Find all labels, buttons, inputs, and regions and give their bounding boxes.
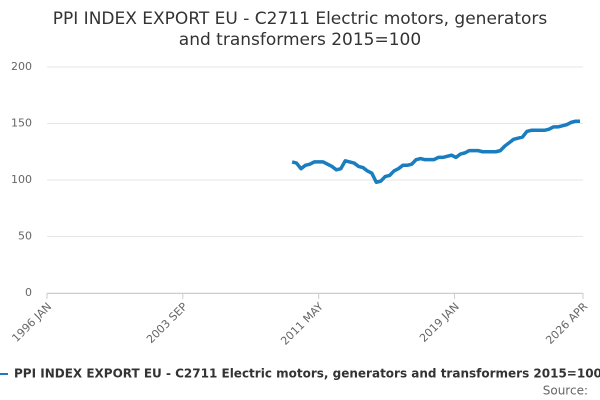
source: Source:	[543, 384, 588, 398]
x-tick-label: 2011 MAY	[278, 300, 326, 348]
legend-label: PPI INDEX EXPORT EU - C2711 Electric mot…	[14, 367, 600, 381]
y-tick-label: 150	[11, 117, 32, 130]
x-tick-label: 2026 APR	[543, 300, 590, 347]
chart-title: and transformers 2015=100	[179, 30, 421, 50]
y-tick-label: 200	[11, 60, 32, 73]
x-tick-label: 2019 JAN	[417, 300, 462, 345]
x-tick-label: 2003 SEP	[144, 300, 190, 346]
y-tick-label: 100	[11, 173, 32, 186]
y-tick-label: 50	[18, 230, 32, 243]
data-line	[291, 119, 581, 185]
y-tick-label: 0	[25, 286, 32, 299]
x-tick-label: 1996 JAN	[9, 300, 54, 345]
chart-title: PPI INDEX EXPORT EU - C2711 Electric mot…	[53, 9, 548, 29]
